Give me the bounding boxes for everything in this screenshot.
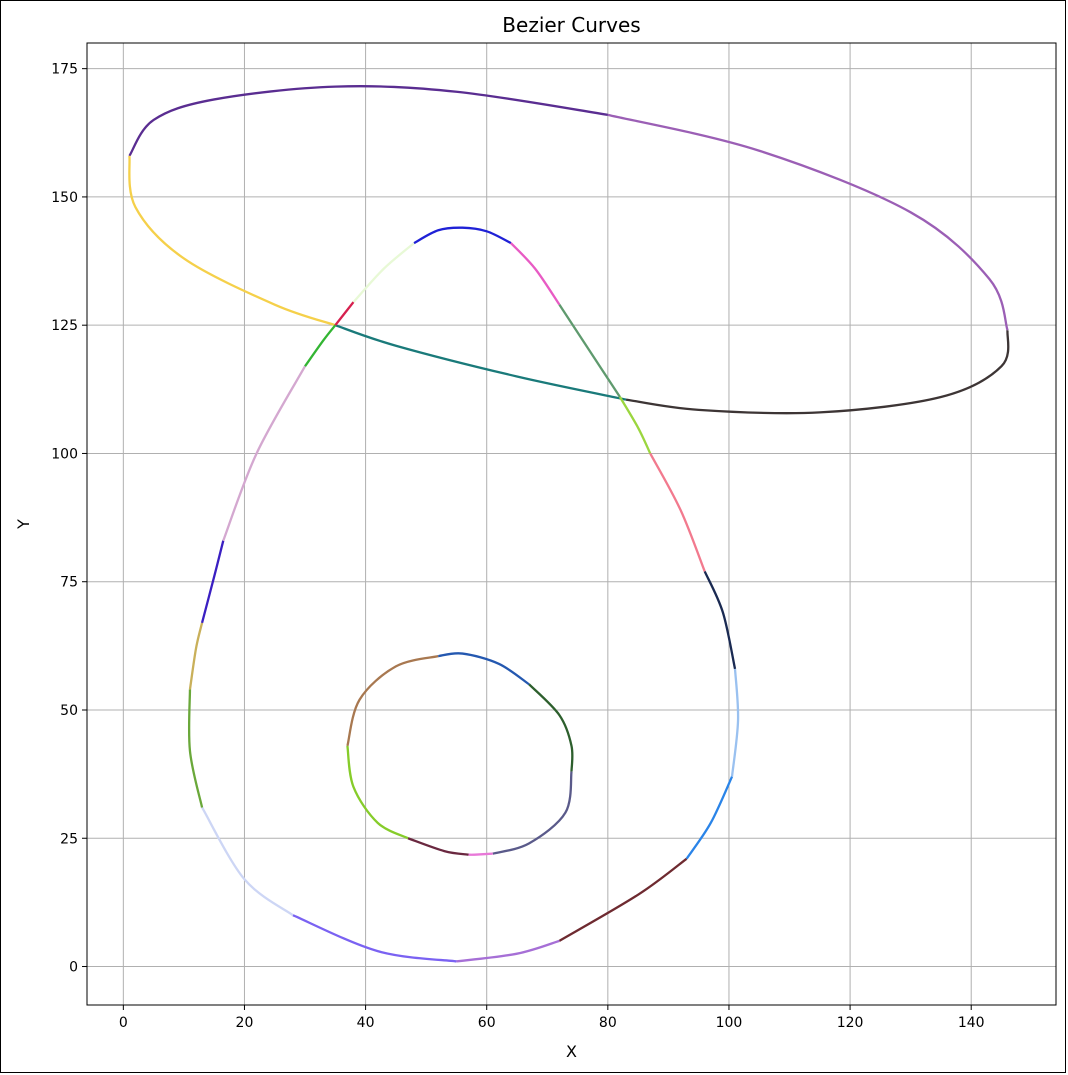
bezier-segment-1: [128, 85, 609, 157]
y-tick-label: 125: [51, 318, 78, 334]
bezier-segment-27: [528, 683, 574, 772]
x-tick-label: 60: [478, 1015, 496, 1031]
y-tick-label: 0: [69, 960, 78, 976]
bezier-segment-2: [607, 113, 1009, 331]
bezier-segment-11: [618, 396, 652, 454]
y-tick-label: 75: [60, 575, 78, 591]
ticks: 0 20 40 60 80 100 120 140 0 25 50 75 100 125 150 175: [51, 62, 984, 1031]
x-axis-label: X: [566, 1042, 577, 1061]
x-tick-label: 120: [837, 1015, 864, 1031]
bezier-segment-21: [188, 622, 204, 690]
bezier-segment-31: [346, 745, 409, 840]
bezier-segment-18: [292, 914, 457, 963]
y-tick-label: 100: [51, 446, 78, 462]
y-tick-label: 150: [51, 190, 78, 206]
x-tick-label: 100: [716, 1015, 743, 1031]
grid: [87, 43, 1056, 1005]
x-tick-label: 20: [236, 1015, 254, 1031]
plot-series: [128, 85, 1010, 963]
bezier-segment-14: [730, 668, 740, 777]
bezier-segment-17: [456, 939, 560, 963]
y-tick-label: 25: [60, 831, 78, 847]
bezier-segment-15: [685, 776, 734, 860]
bezier-segment-4: [334, 324, 627, 401]
bezier-segment-26: [438, 652, 530, 686]
bezier-segment-6: [334, 301, 355, 326]
y-tick-label: 175: [51, 62, 78, 78]
x-tick-label: 0: [119, 1015, 128, 1031]
bezier-segment-23: [222, 365, 307, 542]
bezier-segment-16: [558, 857, 688, 942]
bezier-segment-29: [468, 852, 493, 856]
bezier-segment-22: [200, 540, 225, 624]
bezier-segment-10: [558, 304, 621, 398]
y-axis-label: Y: [14, 519, 33, 530]
x-tick-label: 40: [357, 1015, 375, 1031]
plot-area-frame: [86, 42, 1057, 1006]
bezier-segment-3: [625, 330, 1010, 415]
bezier-segment-30: [407, 837, 469, 856]
y-tick-label: 50: [60, 703, 78, 719]
bezier-segment-5: [128, 155, 336, 327]
chart-title: Bezier Curves: [502, 13, 640, 37]
bezier-segment-25: [346, 654, 439, 747]
bezier-segment-13: [703, 570, 737, 670]
bezier-segment-8: [413, 226, 512, 245]
x-tick-label: 80: [599, 1015, 617, 1031]
bezier-segment-20: [187, 689, 204, 808]
bezier-segment-19: [201, 806, 294, 917]
bezier-segment-12: [649, 452, 706, 572]
bezier-segment-24: [304, 324, 337, 367]
x-tick-label: 140: [958, 1015, 985, 1031]
bezier-segment-9: [510, 242, 561, 306]
bezier-segment-28: [492, 771, 573, 855]
bezier-segment-7: [352, 242, 415, 303]
